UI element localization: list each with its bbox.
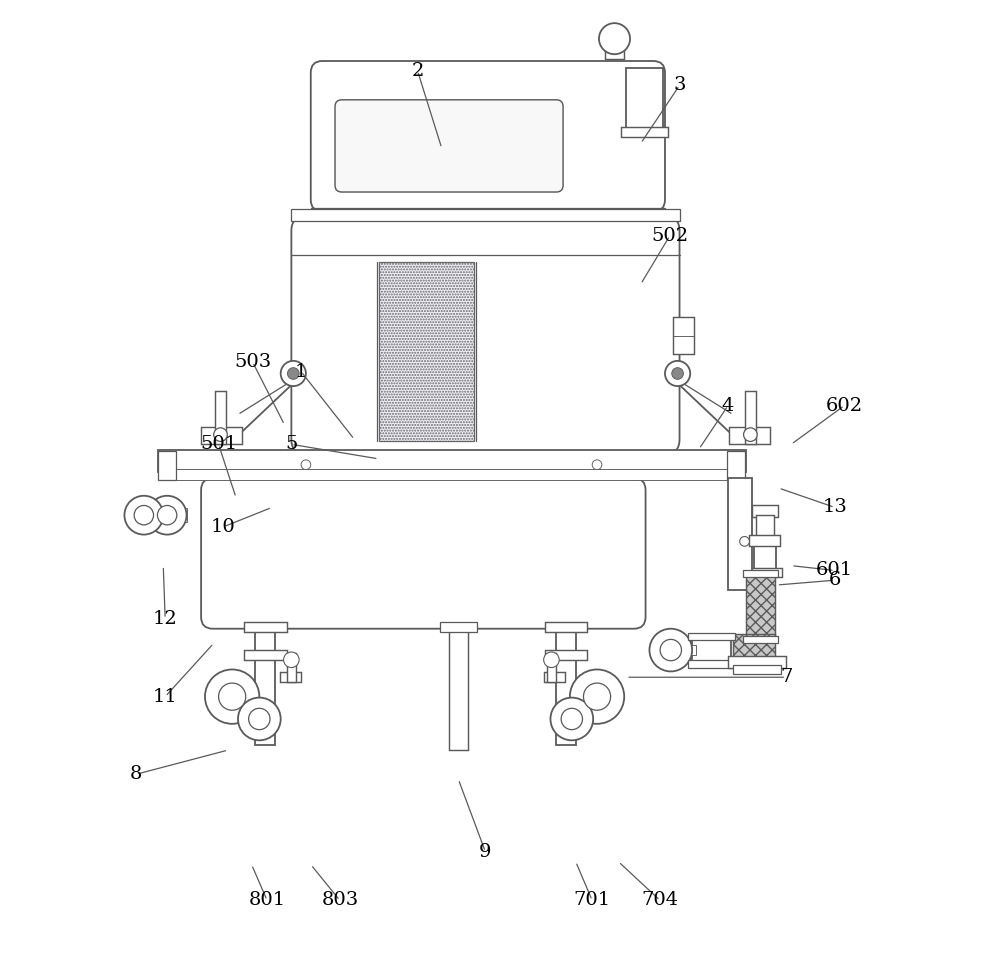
Circle shape (301, 460, 311, 469)
Text: 704: 704 (642, 891, 679, 910)
Circle shape (281, 361, 306, 386)
Bar (201, 427, 242, 444)
Bar (440, 622, 477, 631)
Bar (626, 67, 663, 131)
Text: 503: 503 (234, 353, 271, 371)
Text: 501: 501 (200, 435, 237, 453)
Bar (728, 478, 752, 590)
Text: 13: 13 (822, 499, 847, 516)
Bar (756, 515, 774, 537)
Bar (449, 624, 468, 750)
Bar (605, 42, 624, 60)
Circle shape (214, 427, 227, 441)
Bar (729, 427, 770, 444)
Text: 502: 502 (651, 226, 688, 245)
Bar (158, 451, 176, 480)
Bar (692, 635, 731, 665)
Bar (733, 633, 775, 658)
Circle shape (157, 506, 177, 525)
Bar (172, 468, 733, 480)
Circle shape (249, 709, 270, 730)
Text: 701: 701 (574, 891, 611, 910)
Circle shape (550, 698, 593, 741)
Bar (727, 451, 745, 480)
Text: 5: 5 (285, 435, 298, 453)
Text: 2: 2 (411, 61, 424, 80)
Bar (244, 622, 287, 631)
Bar (244, 650, 287, 660)
Bar (754, 544, 776, 571)
Bar (379, 262, 474, 441)
Bar (291, 210, 680, 222)
Bar (158, 450, 746, 471)
Text: 9: 9 (479, 843, 492, 861)
Circle shape (599, 23, 630, 55)
Circle shape (124, 496, 163, 535)
Bar (684, 645, 696, 655)
Circle shape (740, 537, 749, 547)
Bar (144, 508, 187, 522)
Bar (545, 622, 587, 631)
Circle shape (570, 670, 624, 724)
Bar (545, 650, 587, 660)
Bar (280, 672, 301, 682)
Bar (621, 127, 668, 137)
Circle shape (561, 709, 582, 730)
Text: 601: 601 (816, 561, 853, 580)
Text: 3: 3 (673, 76, 686, 95)
Circle shape (649, 629, 692, 671)
Circle shape (544, 652, 559, 668)
Bar (747, 568, 782, 577)
FancyBboxPatch shape (335, 100, 563, 192)
Bar (752, 506, 778, 517)
Bar (287, 653, 296, 682)
Bar (311, 208, 665, 220)
Circle shape (672, 368, 683, 380)
Circle shape (583, 683, 611, 711)
Bar (544, 672, 565, 682)
Bar (673, 317, 694, 354)
Bar (688, 632, 735, 640)
Bar (745, 391, 756, 444)
Text: 4: 4 (722, 396, 734, 415)
Circle shape (205, 670, 259, 724)
Bar (547, 653, 556, 682)
Text: 11: 11 (153, 688, 178, 706)
Bar (746, 575, 775, 638)
Text: 12: 12 (153, 610, 178, 628)
Bar (743, 570, 778, 577)
Text: 602: 602 (826, 396, 863, 415)
Circle shape (148, 496, 187, 535)
Text: 1: 1 (295, 362, 307, 381)
Text: 6: 6 (829, 571, 841, 590)
Circle shape (660, 639, 681, 661)
FancyBboxPatch shape (311, 61, 665, 212)
Text: 10: 10 (211, 518, 236, 536)
Bar (688, 660, 735, 668)
Circle shape (744, 427, 757, 441)
Bar (255, 624, 275, 745)
Text: 801: 801 (249, 891, 286, 910)
Circle shape (238, 698, 281, 741)
Bar (743, 635, 778, 643)
Circle shape (134, 506, 154, 525)
Circle shape (592, 460, 602, 469)
Circle shape (219, 683, 246, 711)
FancyBboxPatch shape (201, 478, 646, 629)
Text: 7: 7 (780, 669, 792, 686)
Circle shape (287, 368, 299, 380)
Bar (215, 391, 226, 444)
Bar (733, 665, 781, 674)
Bar (749, 535, 780, 547)
Bar (728, 656, 786, 668)
Circle shape (284, 652, 299, 668)
Circle shape (665, 361, 690, 386)
Bar (556, 624, 576, 745)
Text: 8: 8 (130, 765, 142, 784)
FancyBboxPatch shape (291, 217, 680, 454)
Text: 803: 803 (321, 891, 359, 910)
